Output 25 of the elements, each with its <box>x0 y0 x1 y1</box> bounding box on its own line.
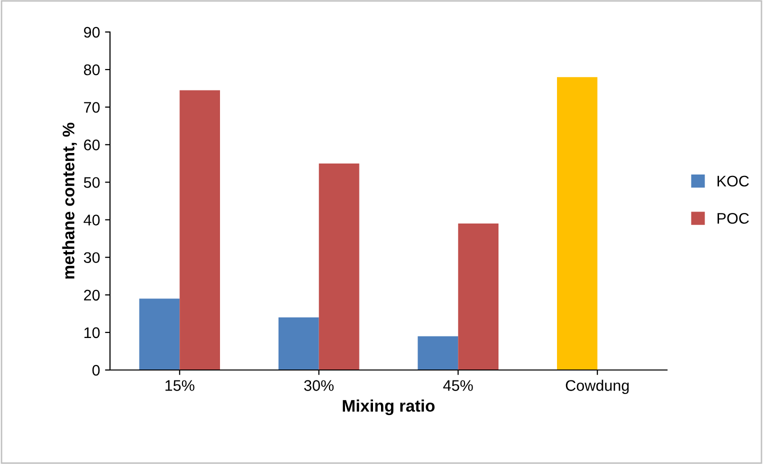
bar <box>556 77 598 370</box>
y-tick-label: 50 <box>84 177 100 188</box>
bar <box>139 298 180 370</box>
bar <box>278 317 319 370</box>
x-tick-label: 15% <box>166 380 194 391</box>
y-tick-label: 70 <box>84 102 100 113</box>
bar <box>418 336 458 370</box>
y-axis-title: methane content, % <box>62 122 77 279</box>
y-tick-label: 40 <box>84 214 100 226</box>
bar <box>180 90 220 370</box>
legend-label: KOC <box>718 176 749 187</box>
x-axis-title: Mixing ratio <box>342 400 435 416</box>
y-tick-label: 60 <box>84 140 100 150</box>
y-tick-label: 0 <box>92 364 100 376</box>
bar <box>458 224 499 370</box>
legend-label: POC <box>718 212 749 224</box>
x-tick-label: Cowdung <box>566 380 629 394</box>
y-tick-label: 90 <box>84 26 100 38</box>
x-tick-label: 30% <box>304 380 334 391</box>
x-tick-label: 45% <box>443 380 473 391</box>
bar <box>318 163 360 370</box>
y-tick-label: 10 <box>84 327 100 338</box>
y-tick-label: 80 <box>84 64 100 76</box>
y-tick-label: 20 <box>84 290 100 301</box>
y-tick-label: 30 <box>84 252 100 264</box>
